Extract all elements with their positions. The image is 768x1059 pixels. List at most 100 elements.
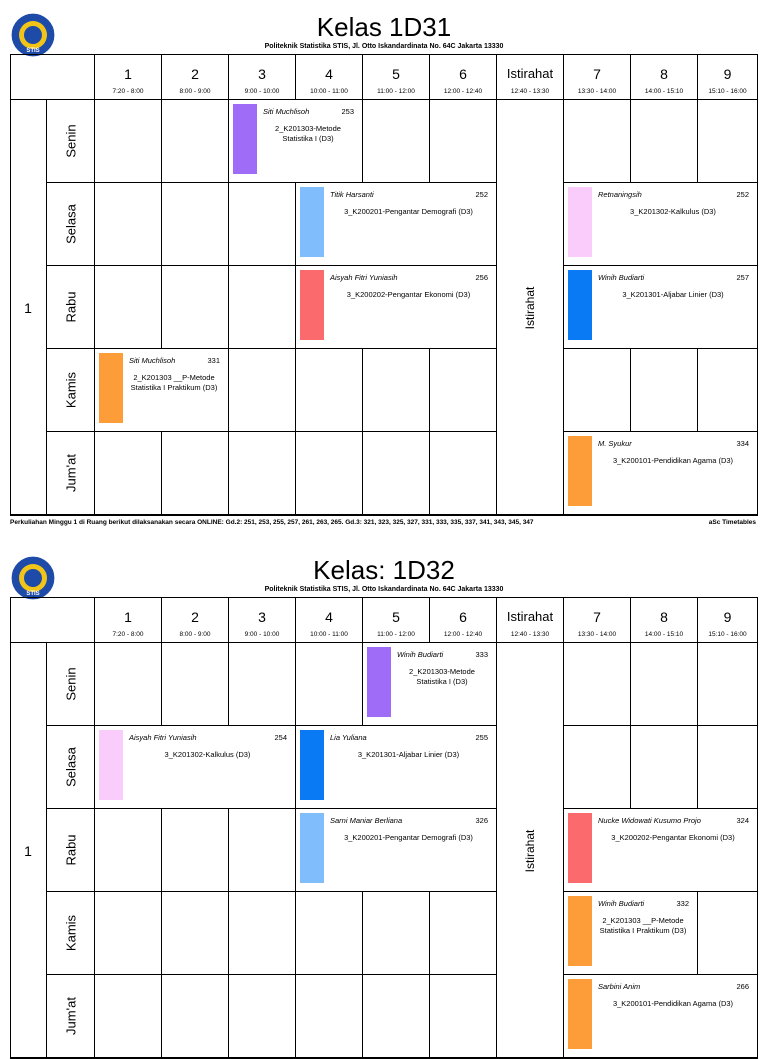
lesson-card[interactable]: Aisyah Fitri Yuniasih 256 3_K200202-Pengan…: [296, 266, 497, 349]
day-cell: Rabu: [47, 266, 95, 349]
day-label: Rabu: [63, 834, 78, 866]
period-header: 9 15:10 - 16:00: [698, 54, 758, 100]
lesson-card[interactable]: M. Syukur 334 3_K200101-Pendidikan Agama (…: [564, 432, 758, 515]
timetable-subtitle: Politeknik Statistika STIS, Jl. Otto Isk…: [264, 43, 504, 50]
group-label: 1: [24, 842, 32, 859]
lesson-card[interactable]: Winih Budiarti 257 3_K201301-Aljabar Linie…: [564, 266, 758, 349]
lesson-card[interactable]: Sarni Maniar Berliana 326 3_K200201-Pengan…: [296, 809, 497, 892]
slot-cell: [430, 892, 497, 975]
lesson-color-swatch: [99, 353, 123, 423]
period-time: 11:00 - 12:00: [377, 631, 415, 638]
slot-cell: [698, 892, 758, 975]
day-cell: Rabu: [47, 809, 95, 892]
day-cell: Jum'at: [47, 975, 95, 1058]
slot-cell: [363, 349, 430, 432]
lesson-teacher: M. Syukur: [598, 439, 632, 448]
slot-cell: [95, 892, 162, 975]
period-number: 7: [593, 66, 601, 82]
period-header: 2 8:00 - 9:00: [162, 54, 229, 100]
lesson-subject: 3_K200202-Pengantar Ekonomi (D3): [611, 833, 735, 842]
period-number: Istirahat: [506, 66, 554, 81]
period-time: 15:10 - 16:00: [708, 631, 747, 638]
slot-cell: [229, 349, 296, 432]
day-cell: Selasa: [47, 183, 95, 266]
lesson-room: 254: [274, 733, 287, 742]
period-header: 4 10:00 - 11:00: [296, 54, 363, 100]
lesson-teacher: Aisyah Fitri Yuniasih: [129, 733, 197, 742]
lesson-color-swatch: [568, 896, 592, 966]
period-header: Istirahat 12:40 - 13:30: [497, 597, 564, 643]
slot-cell: [296, 349, 363, 432]
lesson-teacher: Sarni Maniar Berliana: [330, 816, 403, 825]
lesson-card[interactable]: Nucke Widowati Kusumo Projo 324 3_K200202-…: [564, 809, 758, 892]
slot-cell: [95, 975, 162, 1058]
period-time: 13:30 - 14:00: [577, 88, 617, 95]
lesson-room: 332: [676, 899, 689, 908]
period-header: 4 10:00 - 11:00: [296, 597, 363, 643]
lesson-subject: 3_K201301-Aljabar Linier (D3): [357, 750, 460, 759]
slot-cell: [162, 892, 229, 975]
lesson-teacher: Siti Muchlisoh: [129, 356, 176, 365]
day-label: Senin: [63, 667, 78, 701]
lesson-card[interactable]: Winih Budiarti 332 2_K201303 __P-Metode St…: [564, 892, 698, 975]
slot-cell: [564, 643, 631, 726]
lesson-card[interactable]: Aisyah Fitri Yuniasih 254 3_K201302-Kalkul…: [95, 726, 296, 809]
group-cell: 1: [10, 100, 47, 515]
slot-cell: [564, 349, 631, 432]
slot-cell: [95, 100, 162, 183]
lesson-color-swatch: [568, 270, 592, 340]
slot-cell: [363, 892, 430, 975]
slot-cell: [162, 266, 229, 349]
slot-cell: [631, 643, 698, 726]
lesson-card[interactable]: Winih Budiarti 333 2_K201303-Metode Statis…: [363, 643, 497, 726]
lesson-room: 333: [475, 650, 488, 659]
period-header: 6 12:00 - 12:40: [430, 597, 497, 643]
stis-emblem: STIS: [10, 555, 56, 601]
lesson-room: 334: [736, 439, 749, 448]
lesson-color-swatch: [233, 104, 257, 174]
period-time: 15:10 - 16:00: [708, 88, 747, 95]
lesson-card[interactable]: Titik Harsanti 252 3_K200201-Pengantar Dem…: [296, 183, 497, 266]
slot-cell: [564, 100, 631, 183]
slot-cell: [363, 432, 430, 515]
lesson-color-swatch: [300, 270, 324, 340]
logo-text: STIS: [26, 591, 39, 597]
period-number: 1: [124, 66, 132, 82]
slot-cell: [229, 266, 296, 349]
slot-cell: [296, 892, 363, 975]
slot-cell: [430, 975, 497, 1058]
period-header: 1 7:20 - 8:00: [95, 54, 162, 100]
slot-cell: [363, 975, 430, 1058]
lesson-color-swatch: [300, 187, 324, 257]
lesson-card[interactable]: Lia Yuliana 255 3_K201301-Aljabar Linier (…: [296, 726, 497, 809]
period-time: 11:00 - 12:00: [377, 88, 415, 95]
period-time: 9:00 - 10:00: [244, 88, 280, 95]
break-label: Istirahat: [523, 286, 537, 329]
period-number: 6: [459, 609, 467, 625]
period-number: 4: [325, 609, 333, 625]
slot-cell: [698, 349, 758, 432]
lesson-card[interactable]: Retnaningsih 252 3_K201302-Kalkulus (D3): [564, 183, 758, 266]
lesson-room: 331: [207, 356, 220, 365]
lesson-card[interactable]: Siti Muchlisoh 331 2_K201303 __P-Metode St…: [95, 349, 229, 432]
period-number: 3: [258, 609, 266, 625]
lesson-subject: 3_K200101-Pendidikan Agama (D3): [612, 456, 734, 465]
period-time: 12:40 - 13:30: [510, 631, 550, 638]
day-label: Rabu: [63, 291, 78, 323]
lesson-teacher: Winih Budiarti: [397, 650, 444, 659]
break-column: Istirahat: [497, 643, 564, 1058]
period-number: 4: [325, 66, 333, 82]
lesson-card[interactable]: Sarbini Anim 266 3_K200101-Pendidikan Agam…: [564, 975, 758, 1058]
day-cell: Jum'at: [47, 432, 95, 515]
day-cell: Senin: [47, 643, 95, 726]
stis-emblem: STIS: [10, 12, 56, 58]
lesson-color-swatch: [568, 187, 592, 257]
period-time: 14:00 - 15:10: [644, 88, 684, 95]
group-label: 1: [24, 299, 32, 316]
period-header: 5 11:00 - 12:00: [363, 54, 430, 100]
timetable-subtitle: Politeknik Statistika STIS, Jl. Otto Isk…: [264, 586, 504, 593]
period-time: 8:00 - 9:00: [179, 631, 211, 638]
footer-brand: aSc Timetables: [708, 519, 756, 526]
lesson-card[interactable]: Siti Muchlisoh 253 2_K201303-Metode Statis…: [229, 100, 363, 183]
lesson-room: 326: [475, 816, 488, 825]
